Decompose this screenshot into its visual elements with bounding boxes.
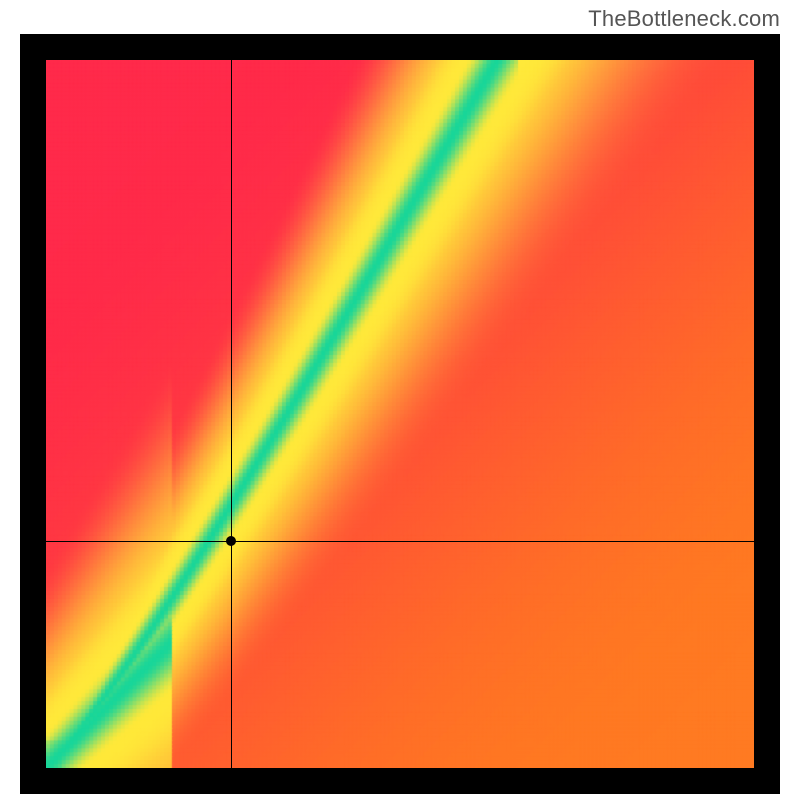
selected-point-dot: [226, 536, 236, 546]
crosshair-horizontal: [46, 541, 754, 542]
bottleneck-heatmap: [20, 34, 780, 794]
crosshair-vertical: [231, 60, 232, 768]
watermark-text: TheBottleneck.com: [588, 6, 780, 32]
heatmap-canvas: [46, 60, 754, 768]
